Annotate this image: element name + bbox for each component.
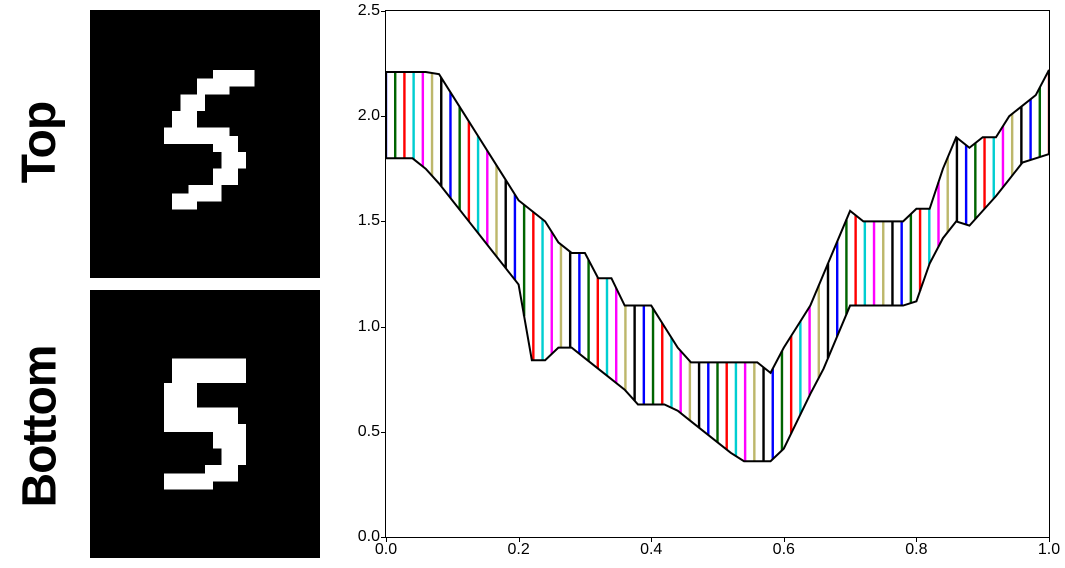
bottom-digit-svg [90,290,320,558]
stripes-group [386,70,1049,461]
top-label-wrap: Top [0,0,80,284]
ytick-label: 0.5 [358,423,386,441]
plot-svg [386,11,1049,537]
chart-panel: 0.00.51.01.52.02.50.00.20.40.60.81.0 [340,0,1065,568]
xtick-label: 1.0 [1038,537,1060,559]
figure-root: Top Bottom [0,0,1065,568]
images-column [80,0,340,568]
plot-area: 0.00.51.01.52.02.50.00.20.40.60.81.0 [385,10,1050,538]
ytick-label: 2.0 [358,107,386,125]
xtick-label: 0.4 [640,537,662,559]
top-digit-image [90,10,320,278]
upper-band-line [386,70,1049,373]
xtick-label: 0.0 [375,537,397,559]
bottom-label-wrap: Bottom [0,284,80,568]
labels-column: Top Bottom [0,0,80,568]
ytick-label: 2.5 [358,2,386,20]
top-label: Top [13,101,68,182]
xtick-label: 0.2 [507,537,529,559]
ytick-label: 1.0 [358,318,386,336]
xtick-label: 0.8 [905,537,927,559]
top-digit-svg [90,10,320,278]
bottom-label: Bottom [13,345,68,507]
xtick-label: 0.6 [773,537,795,559]
bottom-digit-image [90,290,320,558]
ytick-label: 1.5 [358,212,386,230]
left-panel: Top Bottom [0,0,340,568]
